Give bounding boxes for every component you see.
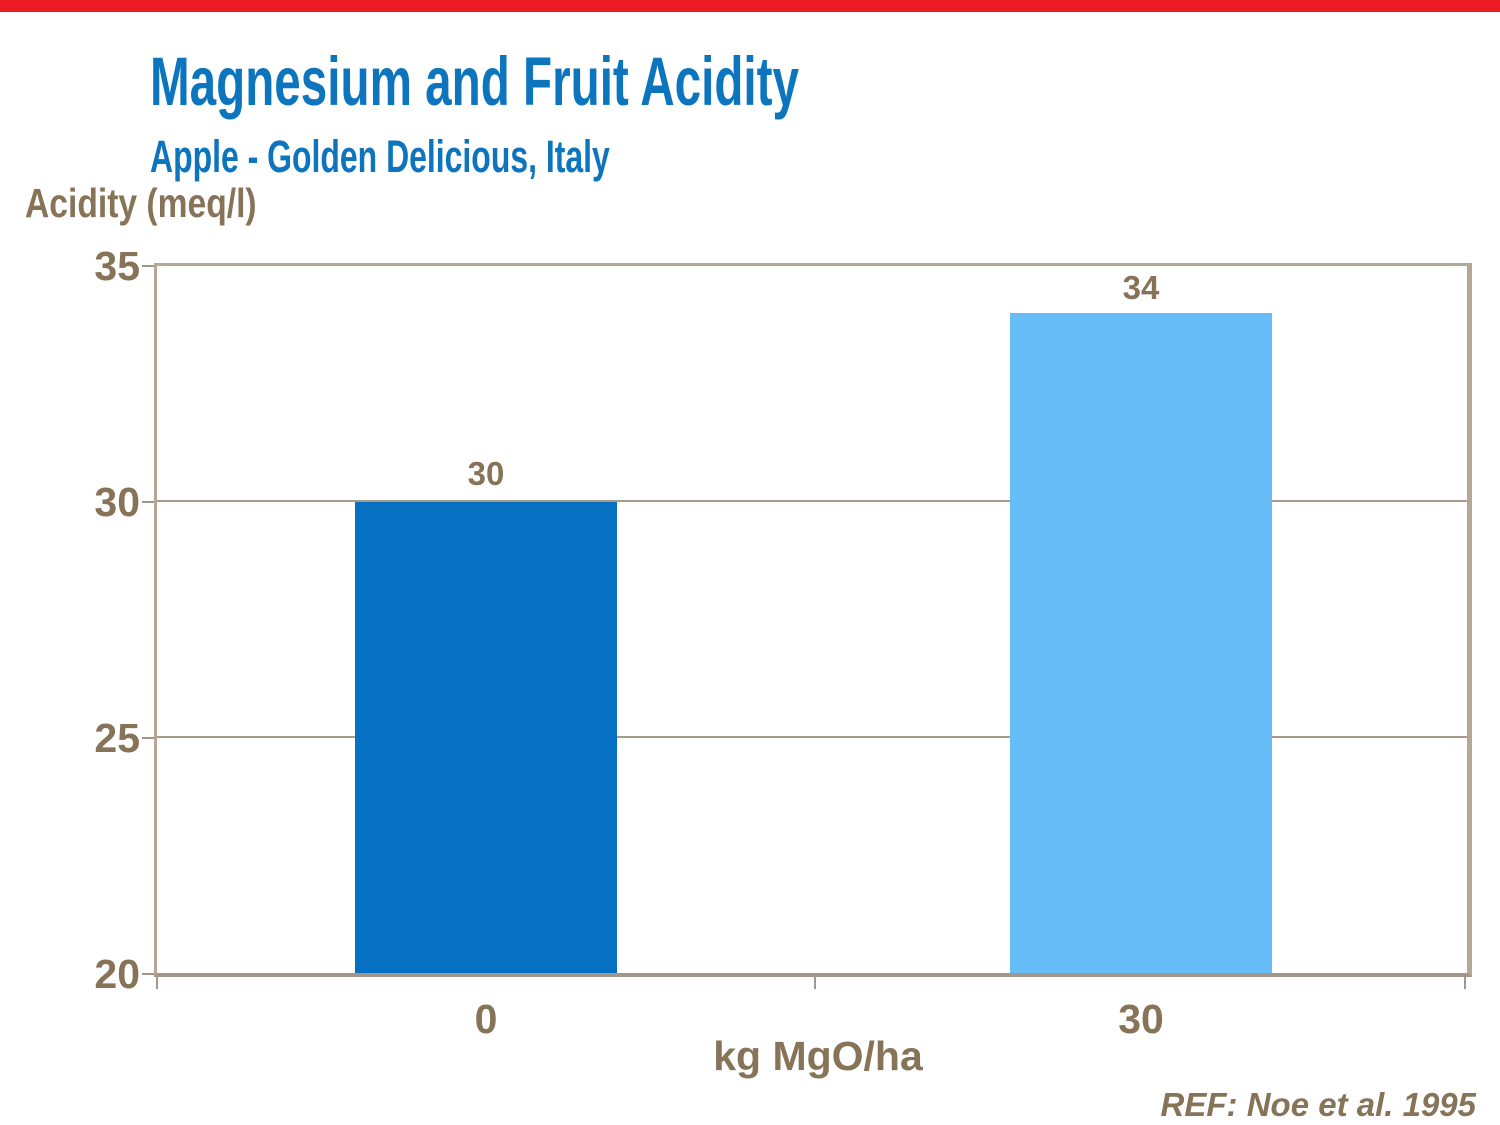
chart-subtitle: Apple - Golden Delicious, Italy xyxy=(150,131,610,182)
bar-mgo-0 xyxy=(355,501,617,973)
y-tick-label-20: 20 xyxy=(94,951,140,997)
chart-title: Magnesium and Fruit Acidity xyxy=(150,43,799,120)
x-tick-mark-middle xyxy=(814,977,816,989)
y-tick-mark-30 xyxy=(142,501,156,503)
y-tick-label-25: 25 xyxy=(94,715,140,761)
y-tick-label-30: 30 xyxy=(94,479,140,525)
plot-area xyxy=(154,263,1472,977)
gridline-25 xyxy=(157,736,1467,738)
reference-citation: REF: Noe et al. 1995 xyxy=(1160,1086,1476,1123)
y-tick-mark-35 xyxy=(142,265,156,267)
bar-value-label-30: 34 xyxy=(1122,269,1160,306)
x-axis-title: kg MgO/ha xyxy=(713,1033,923,1079)
bar-value-label-0: 30 xyxy=(467,455,505,492)
top-red-banner xyxy=(0,0,1500,12)
x-tick-label-30: 30 xyxy=(1118,996,1164,1042)
gridline-30 xyxy=(157,500,1467,502)
bar-mgo-30 xyxy=(1010,313,1272,973)
x-tick-label-0: 0 xyxy=(474,996,498,1042)
x-tick-mark-right xyxy=(1464,977,1466,989)
y-tick-mark-25 xyxy=(142,737,156,739)
y-tick-mark-20 xyxy=(142,973,156,975)
y-tick-label-35: 35 xyxy=(94,243,140,289)
x-tick-mark-left xyxy=(156,977,158,989)
y-axis-title: Acidity (meq/l) xyxy=(25,180,257,226)
